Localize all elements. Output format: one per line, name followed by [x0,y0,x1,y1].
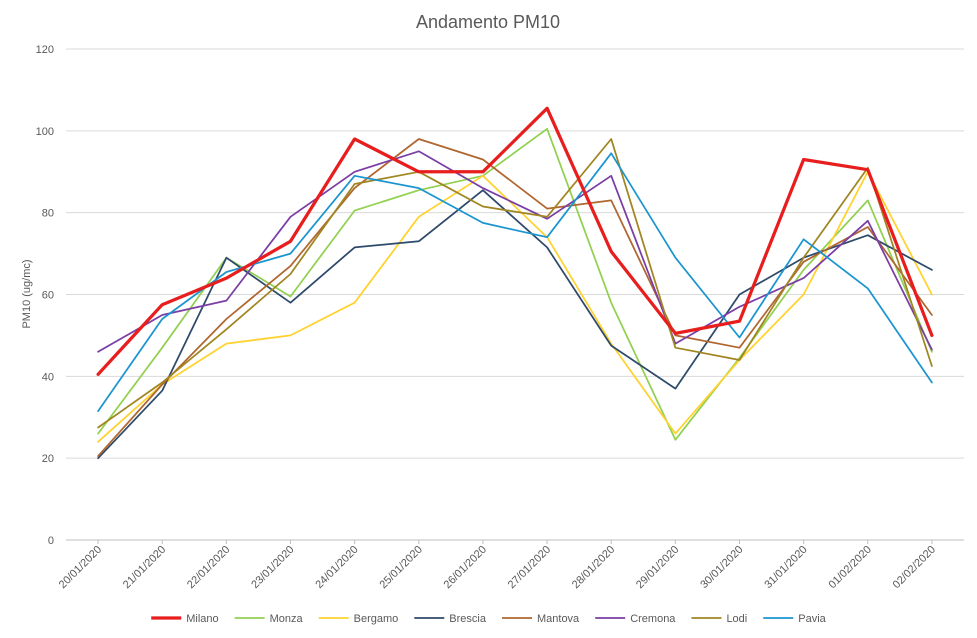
y-tick-label: 60 [42,290,54,302]
legend-label-brescia: Brescia [449,613,487,625]
series-line-lodi [97,138,933,429]
y-tick-label: 120 [36,44,54,56]
y-tick-label: 40 [42,371,54,383]
series-line-pavia [97,152,933,412]
y-tick-label: 20 [42,453,54,465]
legend-label-bergamo: Bergamo [354,613,399,625]
series-line-bergamo [97,170,933,443]
legend-label-monza: Monza [270,613,304,625]
series-line-brescia [97,189,933,460]
series [96,106,934,460]
y-tick-label: 80 [42,208,54,220]
y-tick-label: 100 [36,126,54,138]
legend-label-cremona: Cremona [630,613,676,625]
series-line-cremona [97,150,933,353]
legend-label-pavia: Pavia [798,613,826,625]
series-line-milano [96,106,934,376]
y-tick-label: 0 [48,535,54,547]
legend-label-milano: Milano [186,613,218,625]
y-axis-title: PM10 (ug/mc) [21,259,33,328]
chart-title: Andamento PM10 [416,12,560,32]
legend-label-mantova: Mantova [537,613,580,625]
grid [66,48,964,541]
legend-label-lodi: Lodi [726,613,747,625]
y-axis-ticks: 0 20 40 60 80 100 120 [36,44,54,547]
legend: Milano Monza Bergamo Brescia Mantova Cremona L… [151,613,827,625]
